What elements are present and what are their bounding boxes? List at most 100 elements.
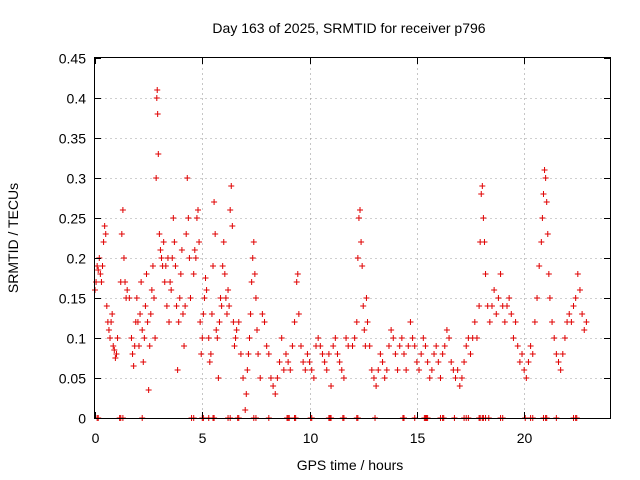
data-point	[97, 271, 104, 277]
data-point	[495, 295, 502, 301]
data-point	[545, 271, 552, 277]
data-point	[178, 247, 185, 253]
data-point	[244, 367, 251, 373]
data-point	[504, 303, 510, 309]
data-point	[514, 343, 521, 349]
data-point	[181, 343, 188, 349]
data-point	[428, 367, 435, 373]
data-point	[219, 263, 226, 269]
data-point	[542, 175, 549, 181]
data-point	[142, 303, 149, 309]
data-point	[155, 151, 162, 157]
data-point	[426, 375, 433, 381]
data-point	[539, 215, 546, 221]
data-point	[398, 335, 405, 341]
x-tick-label: 10	[303, 430, 319, 446]
data-point	[572, 295, 579, 301]
data-point	[343, 335, 350, 341]
data-point	[177, 271, 184, 277]
data-point	[208, 311, 215, 317]
data-point	[541, 167, 548, 173]
data-point	[381, 375, 388, 381]
data-point	[396, 343, 403, 349]
data-point	[361, 327, 368, 333]
data-point	[298, 343, 304, 349]
data-point	[130, 363, 137, 369]
data-point	[205, 335, 212, 341]
data-point	[193, 215, 200, 221]
data-point	[488, 303, 495, 309]
y-tick-label: 0.3	[67, 171, 87, 187]
data-point	[300, 359, 307, 365]
data-point	[135, 343, 142, 349]
data-point	[375, 367, 382, 373]
data-point	[110, 343, 117, 349]
data-point	[354, 255, 361, 261]
data-point	[461, 359, 468, 365]
data-point	[154, 87, 161, 93]
data-point	[114, 335, 121, 341]
data-point	[463, 343, 470, 349]
data-point	[249, 255, 256, 261]
data-point	[134, 319, 141, 325]
data-point	[334, 351, 341, 357]
data-point	[282, 351, 289, 357]
data-point	[198, 351, 205, 357]
data-point	[222, 295, 229, 301]
data-point	[169, 255, 176, 261]
data-point	[304, 351, 311, 357]
data-point	[527, 343, 534, 349]
data-point	[259, 311, 266, 317]
y-tick-label: 0.35	[59, 131, 86, 147]
data-point	[467, 351, 474, 357]
data-point	[555, 359, 562, 365]
data-point	[319, 351, 326, 357]
data-point	[328, 383, 335, 389]
data-point	[166, 319, 173, 325]
data-point	[435, 359, 442, 365]
data-point	[216, 319, 223, 325]
data-point	[156, 231, 163, 237]
data-point	[251, 271, 258, 277]
data-point	[173, 303, 180, 309]
data-point	[187, 295, 194, 301]
data-point	[330, 343, 337, 349]
data-point	[243, 391, 250, 397]
data-point	[153, 95, 160, 101]
data-point	[257, 375, 264, 381]
x-axis-label: GPS time / hours	[297, 457, 404, 473]
data-point	[540, 191, 547, 197]
data-point	[377, 351, 384, 357]
data-point	[246, 335, 253, 341]
data-point	[149, 263, 156, 269]
data-point	[182, 303, 189, 309]
data-point	[325, 351, 332, 357]
data-point	[357, 207, 364, 213]
data-point	[100, 239, 107, 245]
data-point	[531, 319, 538, 325]
data-point	[278, 335, 285, 341]
data-point	[152, 335, 159, 341]
data-point	[576, 287, 583, 293]
data-point	[210, 263, 217, 269]
data-point	[267, 375, 274, 381]
data-point	[213, 327, 220, 333]
data-point	[102, 231, 109, 237]
data-point	[340, 375, 347, 381]
data-point	[574, 271, 581, 277]
data-point	[306, 359, 313, 365]
data-point	[252, 295, 259, 301]
y-tick-label: 0.45	[59, 51, 86, 67]
data-point	[471, 319, 478, 325]
data-point	[190, 271, 197, 277]
data-point	[247, 311, 254, 317]
data-point	[201, 295, 208, 301]
data-point	[424, 359, 431, 365]
data-point	[336, 359, 343, 365]
data-point	[433, 343, 440, 349]
data-point	[227, 207, 234, 213]
data-point	[411, 343, 418, 349]
data-point	[510, 335, 517, 341]
